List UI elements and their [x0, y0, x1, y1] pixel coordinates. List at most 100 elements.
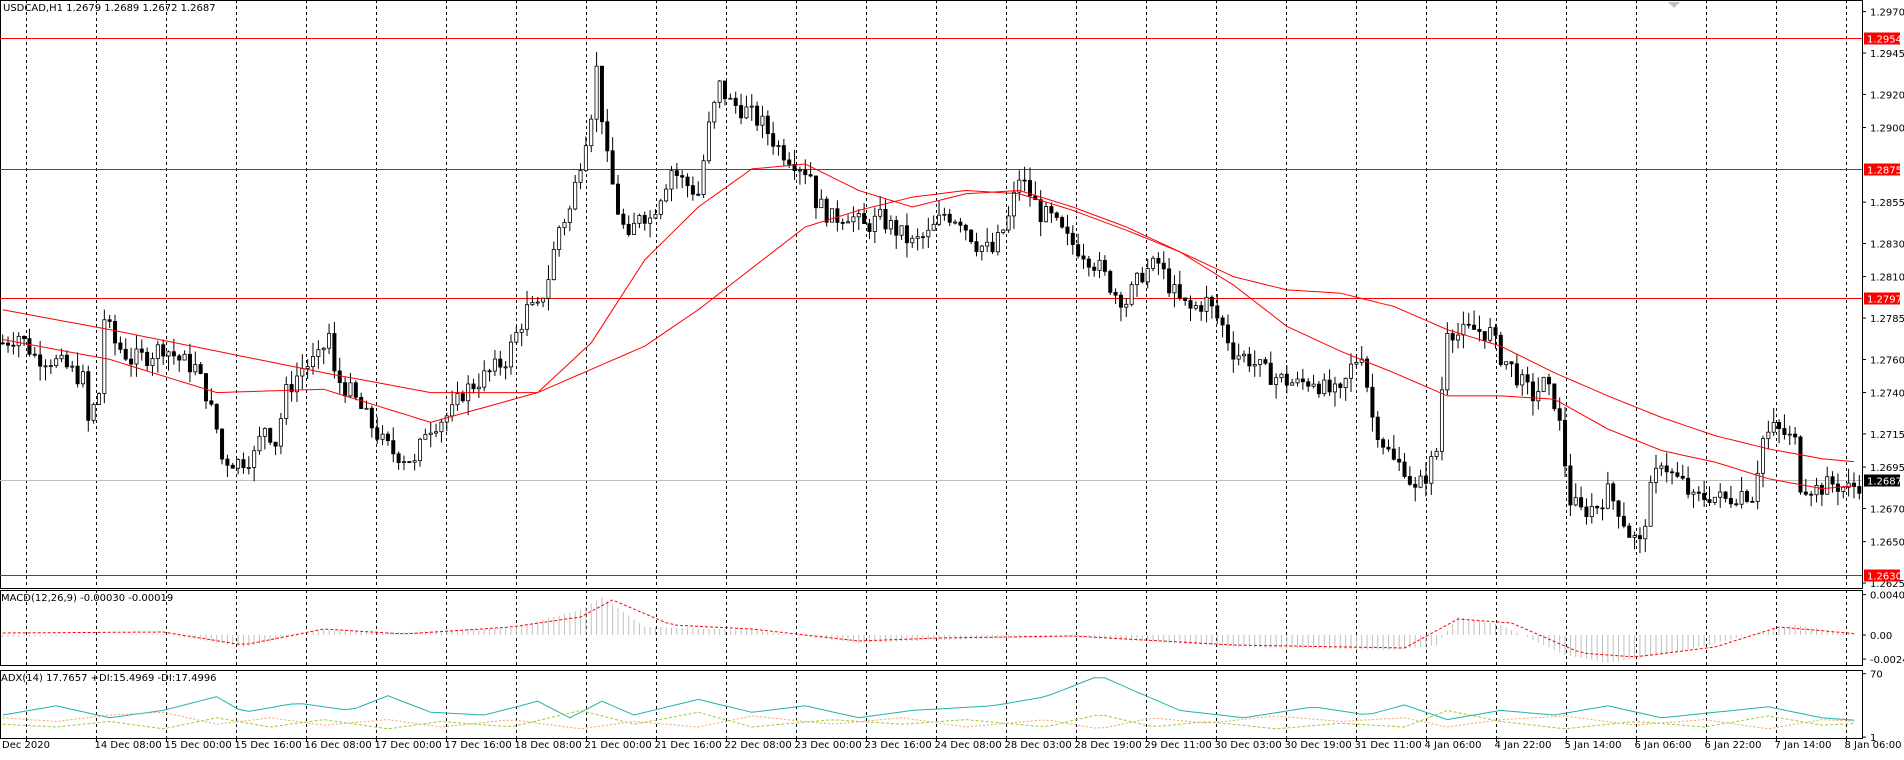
candle-body — [177, 355, 182, 361]
candle-body — [1172, 284, 1177, 294]
candle-body — [1263, 359, 1268, 364]
candle-body — [171, 351, 176, 357]
y-tick-label: 1.2760 — [1870, 355, 1904, 366]
candle-body — [846, 221, 851, 224]
candle-body — [1461, 323, 1466, 336]
candle-body — [1327, 379, 1332, 393]
candle-body — [48, 365, 53, 368]
candle-body — [1322, 379, 1327, 395]
candle-body — [1274, 377, 1279, 385]
candle-body — [1632, 535, 1637, 538]
candle-body — [396, 453, 401, 464]
candle-body — [904, 225, 909, 244]
candle-body — [1177, 284, 1182, 299]
candle-body — [573, 181, 578, 210]
candle-body — [920, 236, 925, 239]
candle-body — [123, 348, 128, 360]
candle-body — [1605, 483, 1610, 509]
candle-body — [139, 348, 144, 353]
candle-body — [787, 159, 792, 165]
candle-body — [1825, 476, 1830, 495]
candle-body — [739, 105, 744, 119]
candle-body — [974, 241, 979, 252]
candle-body — [867, 223, 872, 232]
candle-body — [1434, 450, 1439, 457]
x-tick-label: 29 Dec 11:00 — [1145, 740, 1212, 751]
candle-body — [1552, 383, 1557, 410]
candle-body — [1236, 355, 1241, 360]
candle-body — [1809, 493, 1814, 496]
candle-body — [476, 386, 481, 390]
candle-body — [883, 208, 888, 230]
candle-body — [771, 133, 776, 147]
candle-body — [1530, 381, 1535, 402]
candle-body — [1536, 391, 1541, 402]
y-tick-label: 1.2900 — [1870, 124, 1904, 135]
adx-pane[interactable] — [2, 677, 1855, 730]
macd-pane[interactable] — [2, 597, 1860, 663]
candle-body — [712, 101, 717, 123]
candle-body — [32, 353, 37, 356]
candle-body — [1429, 456, 1434, 484]
candle-body — [541, 297, 546, 303]
candle-body — [690, 185, 695, 195]
candle-body — [22, 335, 27, 340]
candle-body — [455, 393, 460, 406]
candle-body — [1316, 383, 1321, 395]
candle-body — [1092, 266, 1097, 271]
candle-body — [894, 220, 899, 236]
candle-body — [375, 427, 380, 440]
candle-body — [1108, 270, 1113, 293]
candle-body — [1718, 491, 1723, 498]
price-pane[interactable] — [0, 38, 1862, 576]
candle-body — [514, 331, 519, 343]
chart-title: USDCAD,H1 1.2679 1.2689 1.2672 1.2687 — [3, 3, 216, 14]
macd-y-tick-label: 0.00 — [1870, 631, 1892, 642]
candle-body — [1675, 472, 1680, 477]
candle-body — [113, 320, 118, 344]
candle-body — [418, 438, 423, 462]
candle-body — [1466, 323, 1471, 326]
moving-average-slow — [2, 189, 1855, 463]
candle-body — [1670, 471, 1675, 474]
candle-body — [428, 432, 433, 435]
candle-body — [1279, 373, 1284, 379]
y-tick-label: 1.2670 — [1870, 504, 1904, 515]
candle-body — [1488, 327, 1493, 341]
candle-body — [1579, 497, 1584, 508]
candle-body — [1627, 525, 1632, 538]
candle-body — [1616, 500, 1621, 517]
candle-body — [214, 403, 219, 430]
current-price-label: 1.2687 — [1867, 477, 1902, 488]
candle-body — [744, 106, 749, 119]
candle-body — [273, 441, 278, 447]
candle-body — [471, 383, 476, 390]
x-tick-label: 16 Dec 08:00 — [305, 740, 372, 751]
candle-body — [225, 458, 230, 466]
candle-body — [1595, 506, 1600, 509]
candle-body — [1654, 467, 1659, 483]
candle-body — [1113, 291, 1118, 296]
candle-body — [503, 366, 508, 369]
candle-body — [765, 115, 770, 135]
candle-body — [203, 373, 208, 402]
candle-body — [792, 163, 797, 171]
candle-body — [1199, 305, 1204, 312]
candle-body — [1803, 491, 1808, 495]
candle-body — [1798, 436, 1803, 493]
candle-body — [327, 333, 332, 349]
candle-body — [1161, 262, 1166, 270]
candle-body — [150, 358, 155, 366]
candle-body — [1081, 255, 1086, 260]
candle-body — [942, 213, 947, 216]
candle-body — [1338, 383, 1343, 389]
x-tick-label: 5 Jan 14:00 — [1565, 740, 1622, 751]
macd-signal-line — [2, 599, 1855, 658]
candle-body — [1407, 476, 1412, 485]
candle-body — [1563, 419, 1568, 467]
candle-body — [1696, 491, 1701, 494]
candle-body — [583, 145, 588, 172]
candle-body — [70, 365, 75, 368]
